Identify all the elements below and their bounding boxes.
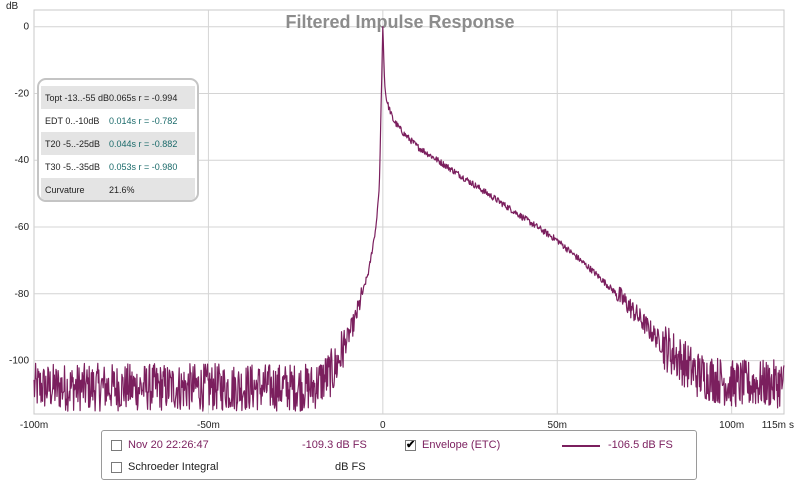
x-tick-label: 50m	[548, 420, 567, 431]
stats-time: 0.014s	[109, 115, 137, 126]
measurement-level: -109.3 dB FS	[302, 439, 367, 451]
envelope-curve-group	[33, 26, 785, 412]
y-tick-label: 0	[23, 22, 29, 33]
stats-label: Curvature	[45, 184, 85, 195]
stats-time: 0.065s	[109, 92, 137, 103]
schroeder-label[interactable]: Schroeder Integral	[128, 461, 219, 473]
stats-label: EDT 0..-10dB	[45, 115, 100, 126]
y-tick-label: -80	[15, 289, 30, 300]
stats-row-curvature: Curvature 21.6%	[41, 178, 195, 200]
legend-panel: Nov 20 22:26:47 -109.3 dB FS ✔ Envelope …	[101, 430, 697, 480]
stats-row-t20: T20 -5..-25dB 0.044s r = -0.882	[41, 132, 195, 155]
y-tick-label: -20	[15, 88, 30, 99]
stats-time: 0.044s	[109, 138, 137, 149]
y-axis-ticks: 0 -20 -40 -60 -80 -100	[9, 22, 29, 367]
stats-time: 0.053s	[109, 161, 137, 172]
schroeder-level: dB FS	[335, 461, 366, 473]
schroeder-checkbox[interactable]	[111, 462, 122, 473]
x-axis-unit: s	[789, 420, 794, 431]
y-tick-label: -100	[9, 356, 29, 367]
y-tick-label: -60	[15, 222, 30, 233]
stats-r: r = -0.994	[138, 92, 178, 103]
stats-r: r = -0.882	[138, 138, 178, 149]
stats-row-t30: T30 -5..-35dB 0.053s r = -0.980	[41, 155, 195, 178]
stats-row-topt: Topt -13..-55 dB 0.065s r = -0.994	[41, 86, 195, 109]
chart-title: Filtered Impulse Response	[285, 12, 514, 32]
stats-label: T30 -5..-35dB	[45, 161, 101, 172]
envelope-checkbox[interactable]: ✔	[405, 439, 416, 451]
x-tick-label: -50m	[197, 420, 220, 431]
stats-label: T20 -5..-25dB	[45, 138, 101, 149]
x-tick-label: -100m	[20, 420, 48, 431]
y-axis-unit: dB	[6, 1, 19, 12]
measurement-checkbox[interactable]	[111, 440, 122, 451]
stats-r: r = -0.980	[138, 161, 178, 172]
x-tick-label: 115m	[762, 420, 786, 431]
envelope-line-swatch	[562, 445, 600, 447]
measurement-name[interactable]: Nov 20 22:26:47	[128, 439, 209, 451]
stats-time: 21.6%	[109, 184, 135, 195]
stats-row-edt: EDT 0..-10dB 0.014s r = -0.782	[41, 109, 195, 132]
x-tick-label: 100m	[719, 420, 744, 431]
decay-stats-box: Topt -13..-55 dB 0.065s r = -0.994 EDT 0…	[37, 78, 199, 202]
x-tick-label: 0	[380, 420, 386, 431]
envelope-curve	[33, 26, 785, 412]
y-tick-label: -40	[15, 155, 30, 166]
envelope-level: -106.5 dB FS	[608, 439, 673, 451]
envelope-label[interactable]: Envelope (ETC)	[422, 439, 501, 451]
x-axis-ticks: -100m -50m 0 50m 100m 115m	[20, 420, 786, 431]
stats-r: r = -0.782	[138, 115, 178, 126]
stats-label: Topt -13..-55 dB	[45, 92, 110, 103]
